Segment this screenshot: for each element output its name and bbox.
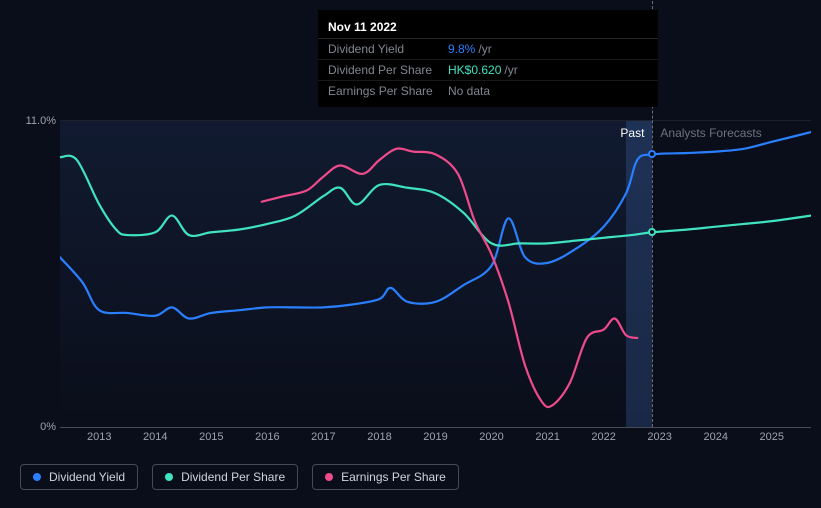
zone-label-past: Past [620,126,644,140]
series-marker [648,228,656,236]
tooltip-suffix: /yr [504,63,517,77]
x-tick-label: 2015 [199,431,223,443]
tooltip-value: No data [448,84,490,98]
tooltip-row: Dividend Yield9.8%/yr [318,39,658,60]
line-paths [60,121,811,427]
x-tick-label: 2020 [479,431,503,443]
plot-area[interactable]: Past Analysts Forecasts 11.0%0% [60,120,811,428]
dividend-chart: Past Analysts Forecasts 11.0%0% 2013 2014… [20,120,811,448]
zone-label-forecast: Analysts Forecasts [660,126,761,140]
x-tick-label: 2022 [591,431,615,443]
x-tick-label: 2013 [87,431,111,443]
tooltip-suffix: /yr [478,42,491,56]
tooltip-key: Dividend Yield [328,42,448,56]
chart-legend: Dividend Yield Dividend Per Share Earnings… [20,464,459,490]
x-tick-label: 2014 [143,431,167,443]
tooltip-key: Dividend Per Share [328,63,448,77]
x-tick-label: 2019 [423,431,447,443]
x-tick-label: 2023 [647,431,671,443]
legend-item[interactable]: Earnings Per Share [312,464,459,490]
chart-tooltip: Nov 11 2022 Dividend Yield9.8%/yrDividen… [318,10,658,107]
x-axis-ticks: 2013 2014 2015 2016 2017 2018 2019 2020 2021 2022… [60,428,811,448]
legend-dot-icon [33,473,41,481]
tooltip-row: Dividend Per ShareHK$0.620/yr [318,60,658,81]
x-tick-label: 2016 [255,431,279,443]
series-line [60,132,811,318]
tooltip-value: HK$0.620 [448,63,501,77]
series-line [60,156,811,246]
tooltip-row: Earnings Per ShareNo data [318,81,658,101]
legend-dot-icon [325,473,333,481]
x-tick-label: 2024 [703,431,727,443]
legend-dot-icon [165,473,173,481]
tooltip-date: Nov 11 2022 [318,16,658,39]
series-marker [648,150,656,158]
legend-label: Earnings Per Share [341,470,446,484]
legend-item[interactable]: Dividend Per Share [152,464,298,490]
x-tick-label: 2021 [535,431,559,443]
x-tick-label: 2025 [760,431,784,443]
y-tick-label: 0% [40,421,56,433]
legend-label: Dividend Yield [49,470,125,484]
x-tick-label: 2017 [311,431,335,443]
legend-item[interactable]: Dividend Yield [20,464,138,490]
tooltip-value: 9.8% [448,42,475,56]
legend-label: Dividend Per Share [181,470,285,484]
tooltip-key: Earnings Per Share [328,84,448,98]
y-tick-label: 11.0% [26,115,56,127]
x-tick-label: 2018 [367,431,391,443]
series-line [262,148,638,407]
